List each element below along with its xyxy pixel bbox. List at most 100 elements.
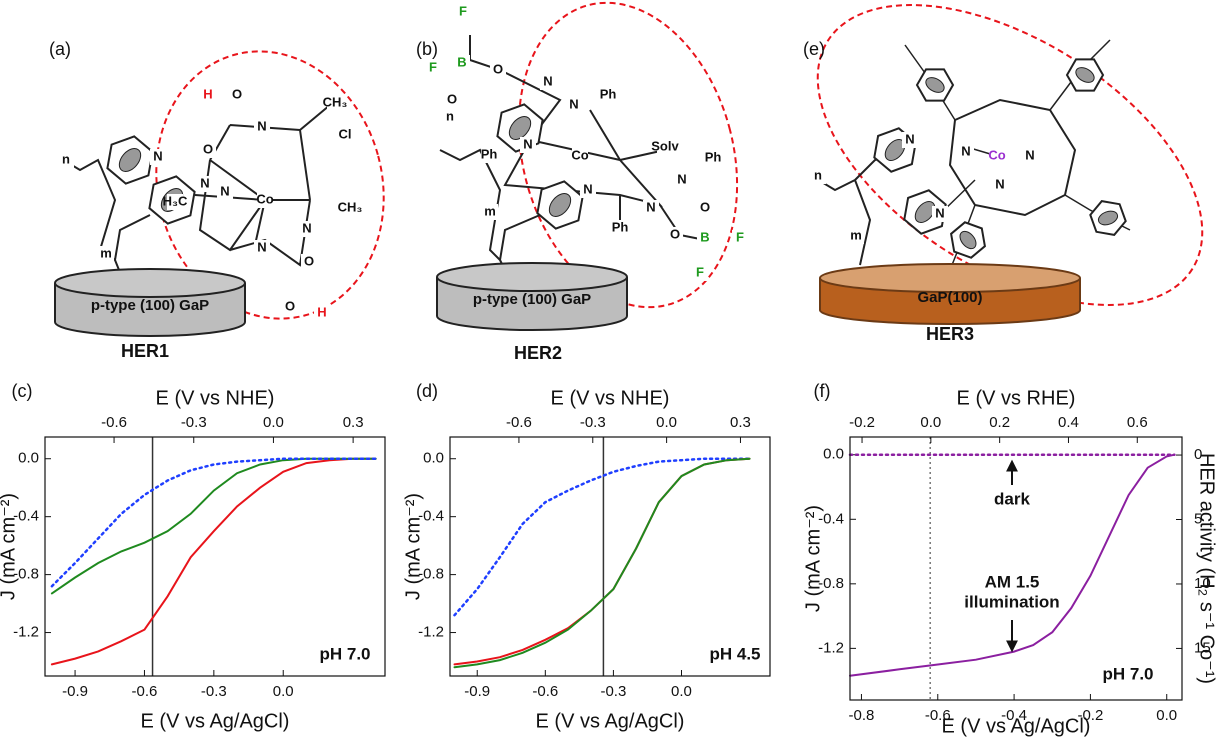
plot-frame — [45, 437, 385, 676]
y-axis-label: J (mA cm⁻²) — [0, 493, 19, 600]
catalyst-name: HER1 — [121, 341, 169, 361]
chart: (f)-0.8-0.6-0.4-0.20.0-0.20.00.20.40.60.… — [802, 381, 1217, 738]
x-axis-label: E (V vs Ag/AgCl) — [141, 710, 290, 732]
panel-label: (d) — [416, 381, 438, 401]
series-line — [52, 459, 376, 594]
y-tick-label: -1.2 — [818, 639, 844, 656]
atom-label: N — [257, 239, 266, 254]
x2-tick-label: 0.0 — [920, 414, 941, 431]
annotation: dark — [994, 489, 1030, 508]
atom-label: F — [696, 264, 704, 279]
x2-axis-label: E (V vs RHE) — [957, 387, 1076, 409]
page: {"figures": [ {"panel": "(a)", "substrat… — [0, 0, 1219, 738]
atom-label: m — [850, 227, 862, 242]
x-tick-label: 0.0 — [671, 683, 692, 700]
y-axis-label: J (mA cm⁻²) — [402, 493, 424, 600]
atom-label: N — [200, 175, 209, 190]
atom-label: F — [459, 3, 467, 18]
x2-tick-label: -0.6 — [101, 414, 127, 431]
x-tick-label: -0.9 — [464, 683, 490, 700]
series-line — [455, 459, 750, 668]
atom-label: Ph — [600, 86, 617, 101]
atom-label: F — [736, 229, 744, 244]
atom-label: O — [232, 86, 242, 101]
panel-label: (c) — [12, 381, 33, 401]
atom-label: Ph — [612, 219, 629, 234]
atom-label: H — [203, 86, 212, 101]
panel-label: (a) — [49, 39, 71, 59]
atom-label: n — [814, 167, 822, 182]
atom-label: n — [62, 151, 70, 166]
x2-tick-label: 0.2 — [989, 414, 1010, 431]
y2-axis-label: HER activity (H₂ s⁻¹ Co⁻¹) — [1196, 453, 1218, 684]
atom-label: Cl — [339, 126, 352, 141]
atom-label: N — [257, 118, 266, 133]
atom-label: N — [905, 131, 914, 146]
x2-tick-label: -0.2 — [849, 414, 875, 431]
series-line — [52, 459, 376, 587]
atom-label: CH₃ — [323, 94, 348, 109]
x2-tick-label: 0.0 — [656, 414, 677, 431]
atom-label: N — [220, 183, 229, 198]
x2-tick-label: 0.0 — [263, 414, 284, 431]
substrate-label: GaP(100) — [917, 289, 982, 306]
x-tick-label: 0.0 — [273, 683, 294, 700]
x2-tick-label: 0.3 — [343, 414, 364, 431]
atom-label: H — [317, 304, 326, 319]
atom-label: Co — [988, 147, 1005, 162]
atom-label: Co — [256, 191, 273, 206]
annotation: pH 7.0 — [319, 644, 370, 663]
atom-label: N — [569, 96, 578, 111]
substrate-label: p-type (100) GaP — [91, 297, 209, 314]
substrate-label: p-type (100) GaP — [473, 291, 591, 308]
x2-tick-label: -0.6 — [506, 414, 532, 431]
atom-label: Ph — [705, 149, 722, 164]
atom-label: B — [457, 54, 466, 69]
catalyst-name: HER2 — [514, 343, 562, 363]
atom-label: O — [447, 91, 457, 106]
atom-label: N — [302, 220, 311, 235]
atom-label: O — [285, 298, 295, 313]
series-line — [455, 459, 750, 616]
annotation: pH 4.5 — [709, 644, 760, 663]
x-tick-label: -0.9 — [62, 683, 88, 700]
x-axis-label: E (V vs Ag/AgCl) — [942, 715, 1091, 737]
atom-label: Co — [571, 147, 588, 162]
panel-label: (e) — [803, 39, 825, 59]
x2-axis-label: E (V vs NHE) — [156, 387, 275, 409]
atom-label: N — [961, 143, 970, 158]
x-tick-label: 0.0 — [1156, 707, 1177, 724]
x2-tick-label: -0.3 — [181, 414, 207, 431]
y-tick-label: 0.0 — [823, 446, 844, 463]
atom-label: B — [700, 229, 709, 244]
y-tick-label: -1.2 — [13, 624, 39, 641]
figure: (a)p-type (100) GaPHER1HOCH₃NClONH₃CCoCH… — [0, 0, 1219, 738]
x-tick-label: -0.8 — [849, 707, 875, 724]
atom-label: m — [484, 203, 496, 218]
y-tick-label: -1.2 — [418, 624, 444, 641]
atom-label: N — [995, 176, 1004, 191]
atom-label: N — [935, 205, 944, 220]
x2-tick-label: 0.3 — [730, 414, 751, 431]
x2-axis-label: E (V vs NHE) — [551, 387, 670, 409]
atom-label: CH₃ — [338, 199, 363, 214]
annotation: AM 1.5 — [985, 572, 1040, 591]
atom-label: N — [543, 73, 552, 88]
atom-label: O — [203, 141, 213, 156]
series-line — [455, 459, 750, 665]
x-tick-label: -0.6 — [532, 683, 558, 700]
atom-label: m — [100, 245, 112, 260]
y-tick-label: 0.0 — [18, 450, 39, 467]
catalyst-name: HER3 — [926, 324, 974, 344]
plot-frame — [850, 437, 1182, 700]
atom-label: N — [646, 199, 655, 214]
y-axis-label: J (mA cm⁻²) — [802, 505, 824, 612]
x-tick-label: -0.3 — [201, 683, 227, 700]
x2-tick-label: 0.4 — [1058, 414, 1079, 431]
panel-label: (f) — [814, 381, 831, 401]
atom-label: N — [153, 148, 162, 163]
atom-label: O — [670, 226, 680, 241]
atom-label: H₃C — [163, 193, 188, 208]
charts: (c)-0.9-0.6-0.30.0-0.6-0.30.00.30.0-0.4-… — [0, 381, 1218, 738]
atom-label: N — [583, 181, 592, 196]
